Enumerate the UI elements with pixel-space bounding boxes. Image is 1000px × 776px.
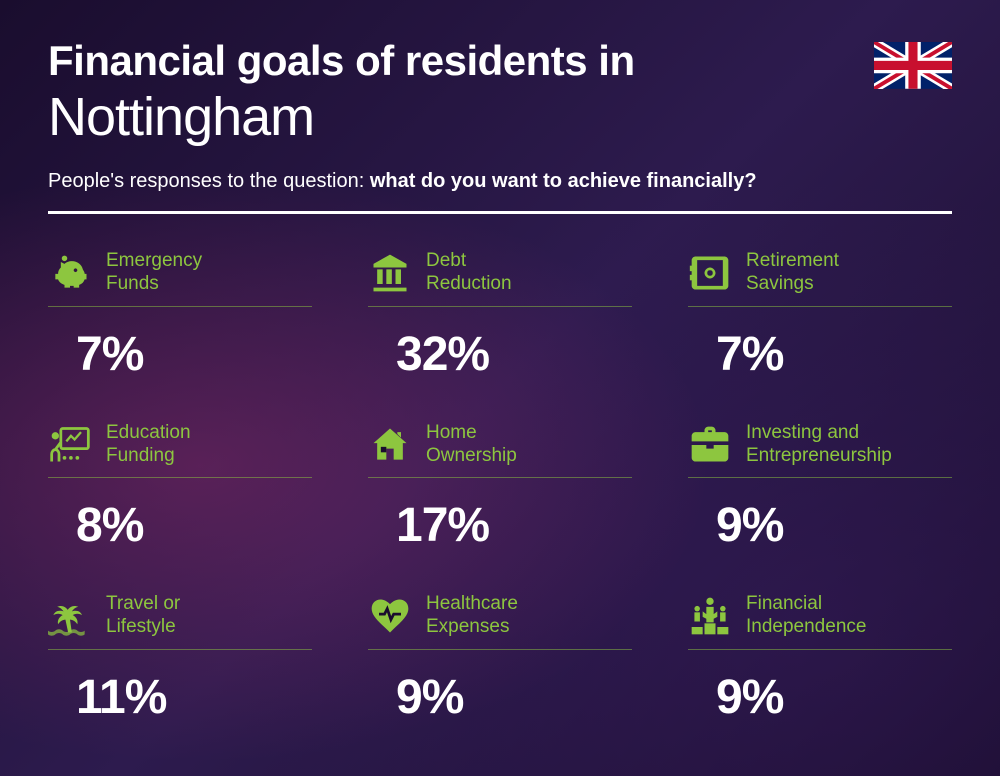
stat-label: EmergencyFunds bbox=[106, 250, 202, 296]
stat-header: HealthcareExpenses bbox=[368, 593, 632, 650]
stat-header: EducationFunding bbox=[48, 422, 312, 479]
subtitle-question: what do you want to achieve financially? bbox=[370, 170, 757, 192]
stat-financial-independence: FinancialIndependence 9% bbox=[688, 593, 952, 725]
piggy-bank-icon bbox=[48, 251, 92, 295]
stat-label: HealthcareExpenses bbox=[426, 593, 518, 639]
stat-value: 11% bbox=[76, 670, 312, 725]
stat-home-ownership: HomeOwnership 17% bbox=[368, 422, 632, 554]
presentation-icon bbox=[48, 423, 92, 467]
stat-healthcare-expenses: HealthcareExpenses 9% bbox=[368, 593, 632, 725]
stat-value: 9% bbox=[396, 670, 632, 725]
stat-education-funding: EducationFunding 8% bbox=[48, 422, 312, 554]
stats-grid: EmergencyFunds 7% DebtReduction 32% Reti… bbox=[48, 250, 952, 725]
stat-value: 7% bbox=[716, 327, 952, 382]
stat-label: HomeOwnership bbox=[426, 422, 517, 468]
stat-label: RetirementSavings bbox=[746, 250, 839, 296]
stat-header: Travel orLifestyle bbox=[48, 593, 312, 650]
stat-header: RetirementSavings bbox=[688, 250, 952, 307]
title-line-2: Nottingham bbox=[48, 86, 952, 148]
uk-flag-icon bbox=[874, 42, 952, 90]
header-divider bbox=[48, 211, 952, 214]
stat-header: FinancialIndependence bbox=[688, 593, 952, 650]
stat-header: DebtReduction bbox=[368, 250, 632, 307]
stat-header: HomeOwnership bbox=[368, 422, 632, 479]
palm-tree-icon bbox=[48, 594, 92, 638]
subtitle: People's responses to the question: what… bbox=[48, 170, 952, 193]
stat-label: EducationFunding bbox=[106, 422, 191, 468]
subtitle-prefix: People's responses to the question: bbox=[48, 170, 370, 192]
stat-investing: Investing andEntrepreneurship 9% bbox=[688, 422, 952, 554]
header: Financial goals of residents in Nottingh… bbox=[48, 38, 952, 214]
stat-retirement-savings: RetirementSavings 7% bbox=[688, 250, 952, 382]
stat-label: DebtReduction bbox=[426, 250, 512, 296]
stat-value: 17% bbox=[396, 498, 632, 553]
safe-icon bbox=[688, 251, 732, 295]
title-line-1: Financial goals of residents in bbox=[48, 38, 952, 84]
stat-value: 9% bbox=[716, 670, 952, 725]
podium-icon bbox=[688, 594, 732, 638]
bank-icon bbox=[368, 251, 412, 295]
stat-value: 8% bbox=[76, 498, 312, 553]
briefcase-icon bbox=[688, 423, 732, 467]
heart-pulse-icon bbox=[368, 594, 412, 638]
house-icon bbox=[368, 423, 412, 467]
stat-label: Investing andEntrepreneurship bbox=[746, 422, 892, 468]
stat-travel-lifestyle: Travel orLifestyle 11% bbox=[48, 593, 312, 725]
stat-value: 32% bbox=[396, 327, 632, 382]
stat-debt-reduction: DebtReduction 32% bbox=[368, 250, 632, 382]
stat-label: Travel orLifestyle bbox=[106, 593, 180, 639]
stat-label: FinancialIndependence bbox=[746, 593, 866, 639]
stat-emergency-funds: EmergencyFunds 7% bbox=[48, 250, 312, 382]
stat-header: Investing andEntrepreneurship bbox=[688, 422, 952, 479]
stat-header: EmergencyFunds bbox=[48, 250, 312, 307]
stat-value: 7% bbox=[76, 327, 312, 382]
stat-value: 9% bbox=[716, 498, 952, 553]
